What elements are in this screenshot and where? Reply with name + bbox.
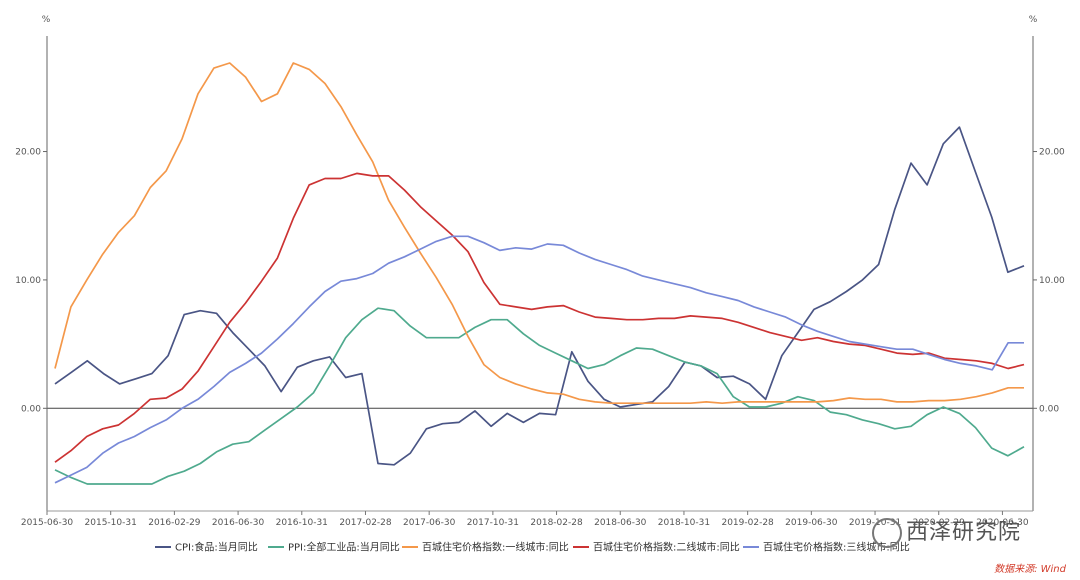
- watermark: 西泽研究院: [872, 514, 1021, 548]
- x-tick-label: 2018-10-31: [658, 518, 710, 528]
- series-line-3: [54, 62, 1024, 405]
- series-line-4: [54, 172, 1025, 463]
- y-tick-label-right: 0.00: [1039, 404, 1059, 414]
- y-tick-label-left: 0.00: [21, 404, 41, 414]
- x-tick-label: 2020-02-29: [913, 518, 966, 528]
- wechat-icon: [872, 518, 902, 548]
- x-tick-label: 2020-06-30: [976, 518, 1029, 528]
- legend-label-2: PPI:全部工业品:当月同比: [288, 541, 400, 554]
- series-line-1: [54, 126, 1025, 466]
- x-tick-label: 2015-06-30: [21, 518, 74, 528]
- chart-legend: CPI:食品:当月同比 PPI:全部工业品:当月同比 百城住宅价格指数:一线城市:同…: [155, 541, 910, 554]
- x-tick-label: 2017-06-30: [403, 518, 456, 528]
- legend-label-5: 百城住宅价格指数:三线城市:同比: [763, 541, 910, 554]
- x-tick-label: 2016-06-30: [212, 518, 265, 528]
- chart-axes: 0.00 0.00 10.00 10.00 20.00 20.00 2015-06-30 20…: [15, 36, 1065, 528]
- chart-series: [54, 62, 1025, 485]
- y-tick-label-left: 20.00: [15, 148, 41, 158]
- series-line-2: [54, 307, 1025, 485]
- legend-label-1: CPI:食品:当月同比: [175, 541, 258, 554]
- legend-label-3: 百城住宅价格指数:一线城市:同比: [422, 541, 569, 554]
- y-tick-label-left: 10.00: [15, 276, 41, 286]
- legend-label-4: 百城住宅价格指数:二线城市:同比: [593, 541, 740, 554]
- x-tick-label: 2016-02-29: [148, 518, 201, 528]
- x-tick-label: 2015-10-31: [85, 518, 137, 528]
- y-tick-label-right: 20.00: [1039, 148, 1065, 158]
- x-tick-label: 2019-02-28: [721, 518, 774, 528]
- series-line-5: [54, 235, 1024, 484]
- left-axis-unit: %: [42, 15, 51, 25]
- x-tick-label: 2018-06-30: [594, 518, 647, 528]
- y-tick-label-right: 10.00: [1039, 276, 1065, 286]
- x-tick-label: 2017-10-31: [467, 518, 519, 528]
- right-axis-unit: %: [1029, 15, 1038, 25]
- x-tick-label: 2016-10-31: [276, 518, 328, 528]
- data-source: 数据来源: Wind: [994, 564, 1066, 575]
- watermark-text: 西泽研究院: [906, 520, 1022, 545]
- x-tick-label: 2017-02-28: [339, 518, 392, 528]
- x-tick-label: 2019-06-30: [785, 518, 838, 528]
- x-tick-label: 2018-02-28: [530, 518, 583, 528]
